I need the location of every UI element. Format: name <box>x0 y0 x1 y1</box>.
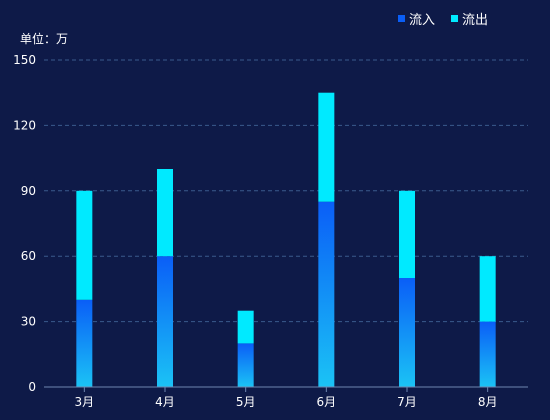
bar-outflow[interactable] <box>76 190 93 300</box>
legend-label-outflow[interactable]: 流出 <box>462 13 488 28</box>
bar-outflow[interactable] <box>399 190 415 278</box>
x-tick-label: 4月 <box>155 395 175 409</box>
bar-inflow[interactable] <box>157 256 173 387</box>
grid-layer <box>44 59 528 323</box>
legend-swatch-outflow <box>451 15 458 22</box>
bar-outflow[interactable] <box>157 169 173 257</box>
y-tick-label: 30 <box>21 315 36 329</box>
axis-layer: 0 30 60 90 120 150 3月 4月 5月 6月 7月 8月 <box>13 53 528 409</box>
bar-outflow[interactable] <box>237 310 254 344</box>
y-tick-label: 150 <box>13 53 36 67</box>
y-tick-label: 60 <box>21 249 36 263</box>
legend-swatch-inflow <box>398 15 405 22</box>
x-tick-label: 8月 <box>478 395 498 409</box>
bar-inflow[interactable] <box>318 201 335 387</box>
legend: 流入 流出 <box>398 13 488 28</box>
x-tick-label: 6月 <box>317 395 337 409</box>
bar-inflow[interactable] <box>479 321 496 387</box>
legend-label-inflow[interactable]: 流入 <box>409 13 435 28</box>
bar-inflow[interactable] <box>399 278 415 387</box>
bar-inflow[interactable] <box>76 299 93 387</box>
y-tick-label: 120 <box>13 118 36 132</box>
x-tick-label: 3月 <box>75 395 95 409</box>
bar-outflow[interactable] <box>318 92 335 202</box>
bar-outflow[interactable] <box>479 256 496 322</box>
bar-inflow[interactable] <box>237 343 254 387</box>
y-tick-label: 90 <box>21 184 36 198</box>
bar-layer <box>76 92 496 387</box>
x-tick-label: 7月 <box>397 395 417 409</box>
y-tick-label: 0 <box>28 380 36 394</box>
unit-label: 单位：万 <box>20 31 68 46</box>
x-tick-label: 5月 <box>236 395 256 409</box>
